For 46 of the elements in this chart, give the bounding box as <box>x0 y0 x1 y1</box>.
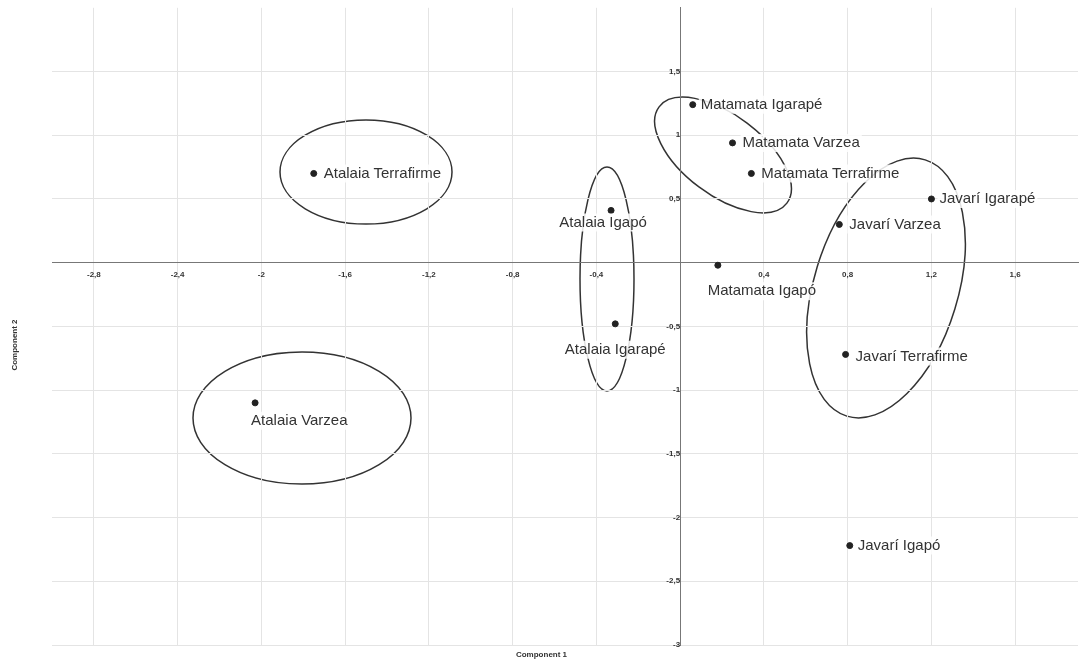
annotation: Atalaia Igapó <box>559 212 647 230</box>
y-tick-label: 1 <box>675 130 681 140</box>
x-tick-label: -0,8 <box>505 269 521 279</box>
annotation: Matamata Varzea <box>742 133 861 151</box>
y-tick-label: -1 <box>673 385 681 395</box>
x-tick-label: -2,8 <box>86 269 102 279</box>
y-tick-label: -0,5 <box>666 321 681 331</box>
point <box>251 399 259 407</box>
y-axis-title: Component 2 <box>9 319 19 371</box>
x-tick-label: 0,4 <box>758 269 771 279</box>
point <box>611 320 619 328</box>
x-tick-label: -0,4 <box>589 269 604 279</box>
point <box>747 169 755 177</box>
x-tick-label: -2,4 <box>170 269 186 279</box>
annotation: Javarí Igapó <box>857 535 941 553</box>
annotation: Javarí Terrafirme <box>855 346 968 364</box>
point <box>835 220 843 228</box>
y-tick-label: -1,5 <box>666 449 681 459</box>
annotation: Matamata Igarapé <box>700 94 823 112</box>
y-tick-label: 1,5 <box>669 66 681 76</box>
x-tick-label: -2 <box>257 269 266 279</box>
x-tick-label: 0,8 <box>842 269 854 279</box>
annotation: Atalaia Igarapé <box>564 339 666 357</box>
y-tick-label: -2,5 <box>666 576 681 586</box>
point <box>689 101 697 109</box>
x-tick-label: 1,6 <box>1009 269 1022 279</box>
point <box>310 169 318 177</box>
point <box>714 261 722 269</box>
y-tick-label: -3 <box>673 640 681 650</box>
point <box>729 139 737 147</box>
point <box>846 542 854 550</box>
point <box>842 350 850 358</box>
x-axis-title: Component 1 <box>514 650 569 659</box>
annotation: Atalaia Varzea <box>251 411 349 428</box>
point <box>607 206 615 214</box>
annotation: Atalaia Terrafirme <box>323 163 442 181</box>
y-tick-label: 0,5 <box>669 194 681 204</box>
y-tick-label: -2 <box>673 512 681 522</box>
annotation: Javarí Varzea <box>849 214 942 232</box>
annotation: Matamata Igapó <box>707 281 817 299</box>
point <box>927 195 935 203</box>
x-tick-label: -1,6 <box>338 269 353 279</box>
annotation: Javarí Igarapé <box>939 189 1036 207</box>
x-tick-label: -1,2 <box>422 269 437 279</box>
x-tick-label: 1,2 <box>925 269 938 279</box>
annotation: Matamata Terrafirme <box>761 163 900 181</box>
